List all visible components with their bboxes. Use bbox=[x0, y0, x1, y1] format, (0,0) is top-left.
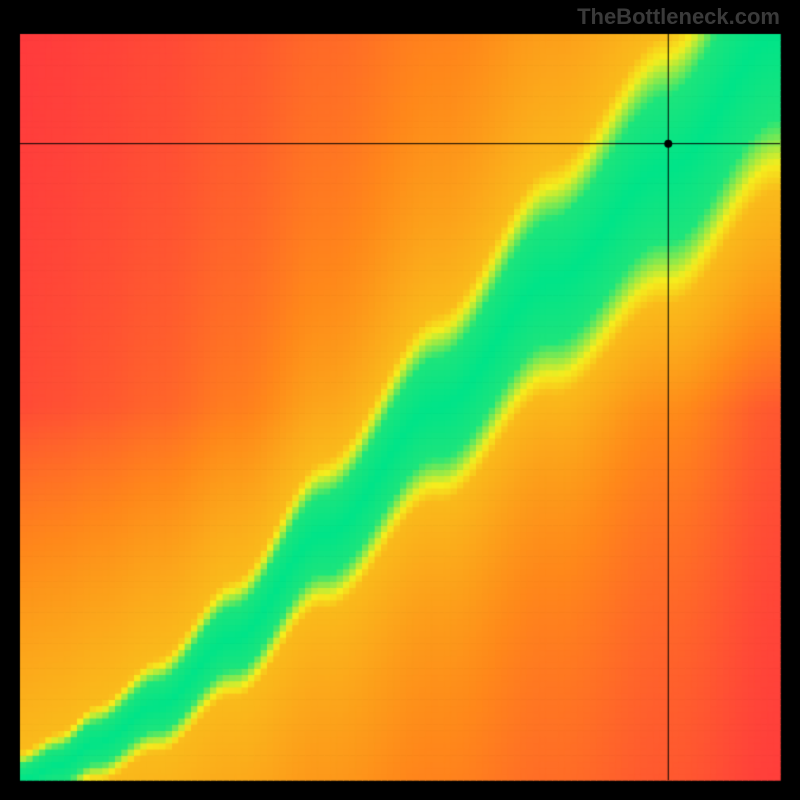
watermark-text: TheBottleneck.com bbox=[577, 4, 780, 30]
bottleneck-heatmap bbox=[0, 0, 800, 800]
